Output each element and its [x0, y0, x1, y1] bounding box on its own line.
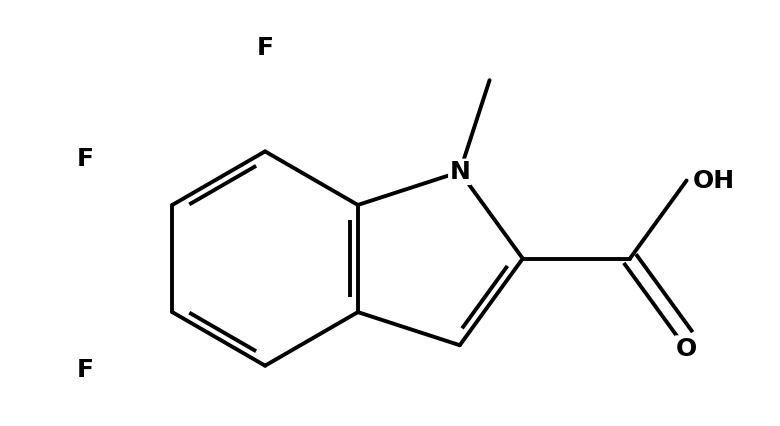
Text: F: F	[76, 147, 94, 171]
Text: F: F	[257, 36, 274, 60]
Text: O: O	[676, 337, 697, 360]
Text: OH: OH	[693, 169, 735, 193]
Text: F: F	[76, 358, 94, 382]
Text: N: N	[449, 160, 470, 184]
